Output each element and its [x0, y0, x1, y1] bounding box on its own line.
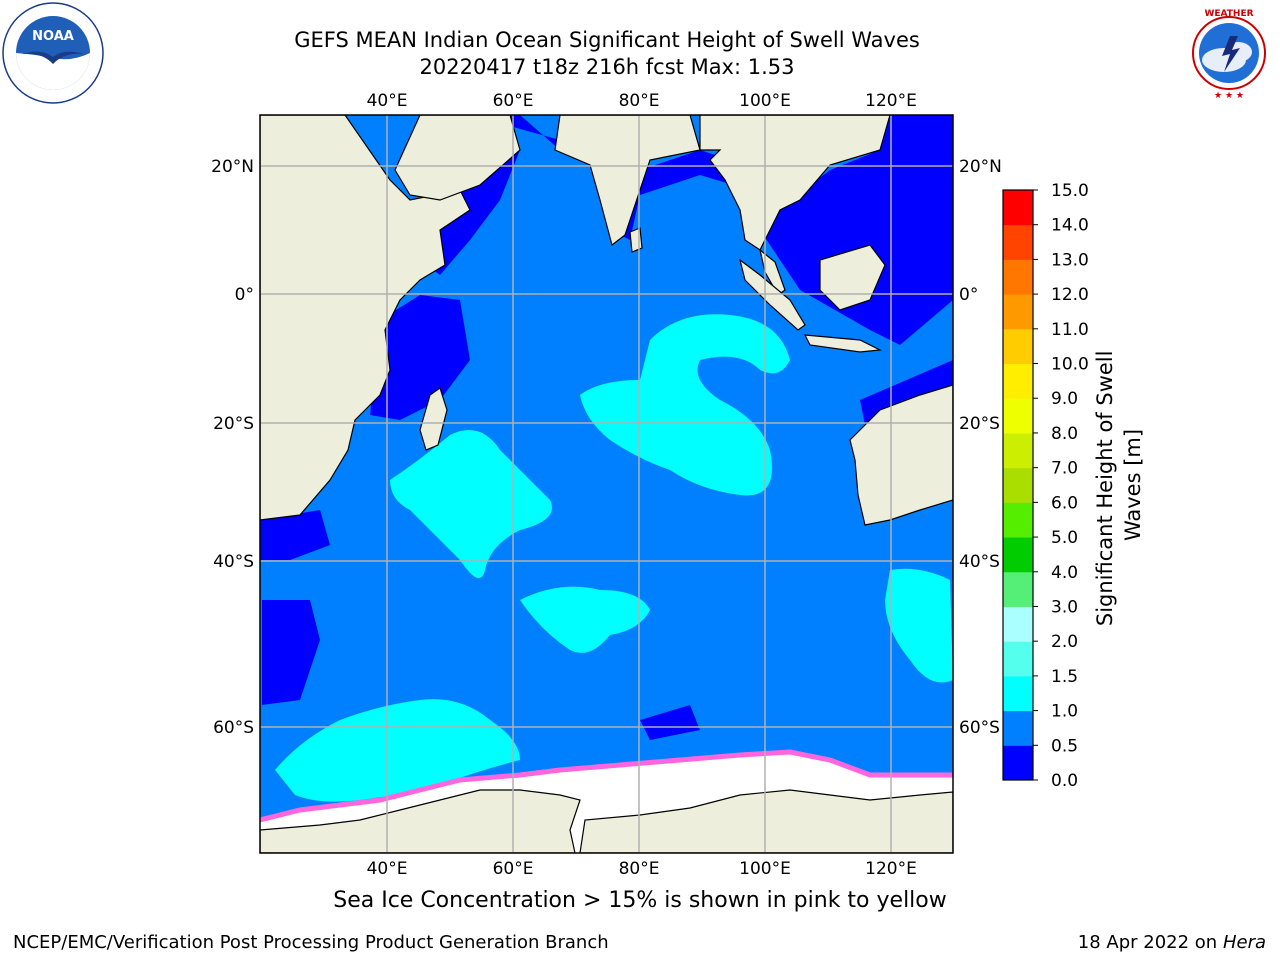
colorbar-frame — [1002, 189, 1034, 781]
colorbar-segment — [1003, 363, 1033, 399]
colorbar-ticks: 0.0 0.5 1.0 1.5 2.0 3.0 4.0 5.0 6.0 7.0 8.0 9.0 10.0… — [1033, 181, 1089, 791]
lat-tick-right: 40°S — [959, 552, 1000, 572]
lon-tick-bottom: 120°E — [865, 859, 917, 879]
lat-tick-left: 0° — [235, 285, 254, 305]
australia — [849, 384, 953, 526]
colorbar-segment — [1003, 224, 1033, 260]
lon-tick-bottom: 100°E — [739, 859, 791, 879]
colorbar-tick-label: 3.0 — [1051, 597, 1078, 617]
sea-ice-note: Sea Ice Concentration > 15% is shown in … — [333, 888, 947, 913]
map-frame — [259, 114, 954, 854]
lat-tick-right: 0° — [959, 285, 978, 305]
map-title: GEFS MEAN Indian Ocean Significant Heigh… — [294, 28, 920, 52]
svg-text:★ ★ ★: ★ ★ ★ — [1214, 91, 1244, 101]
colorbar-segment — [1003, 571, 1033, 607]
landmasses — [260, 115, 953, 853]
noaa-logo-text: NOAA — [32, 29, 74, 44]
lon-tick-bottom: 40°E — [367, 859, 408, 879]
lon-tick-top: 100°E — [739, 91, 791, 111]
colorbar-segment — [1003, 606, 1033, 642]
lon-tick-top: 80°E — [619, 91, 660, 111]
lon-tick-bottom: 80°E — [619, 859, 660, 879]
sri-lanka — [629, 227, 643, 253]
colorbar-tick-label: 0.5 — [1051, 736, 1078, 756]
nws-logo: WEATHER ★ ★ ★ — [1179, 3, 1279, 103]
lat-tick-left: 60°S — [213, 718, 254, 738]
footer-host: Hera — [1222, 932, 1266, 953]
lat-tick-right: 60°S — [959, 718, 1000, 738]
colorbar-tick-label: 10.0 — [1051, 355, 1089, 375]
africa — [260, 115, 471, 521]
colorbar-tick-label: 12.0 — [1051, 285, 1089, 305]
colorbar-tick-label: 7.0 — [1051, 459, 1078, 479]
lat-tick-left: 20°S — [213, 414, 254, 434]
colorbar-segment — [1003, 467, 1033, 503]
colorbar-segment — [1003, 398, 1033, 434]
colorbar-tick-label: 4.0 — [1051, 563, 1078, 583]
java — [803, 334, 883, 353]
colorbar-tick-label: 2.0 — [1051, 632, 1078, 652]
lon-tick-bottom: 60°E — [493, 859, 534, 879]
antarctica-east — [579, 789, 953, 853]
antarctica-west — [260, 789, 581, 853]
colorbar-segment — [1003, 328, 1033, 365]
colorbar-tick-label: 0.0 — [1051, 771, 1078, 791]
colorbar-label-line2: Waves [m] — [1121, 429, 1145, 541]
colorbar-segment — [1003, 745, 1033, 781]
map-subtitle: 20220417 t18z 216h fcst Max: 1.53 — [419, 55, 795, 79]
footer-credit: NCEP/EMC/Verification Post Processing Pr… — [13, 932, 609, 953]
colorbar-label: Significant Height of Swell — [1093, 351, 1117, 627]
colorbar-tick-label: 14.0 — [1051, 216, 1089, 236]
lat-tick-right: 20°N — [959, 157, 1002, 177]
colorbar-tick-label: 1.0 — [1051, 702, 1078, 722]
colorbar-tick-label: 1.5 — [1051, 667, 1078, 687]
colorbar-segment — [1003, 294, 1033, 330]
colorbar-segment — [1003, 710, 1033, 746]
lon-tick-top: 40°E — [367, 91, 408, 111]
colorbar-tick-label: 13.0 — [1051, 250, 1089, 270]
lon-tick-top: 60°E — [493, 91, 534, 111]
colorbar-segment — [1003, 641, 1033, 677]
colorbar-tick-label: 6.0 — [1051, 493, 1078, 513]
colorbar-tick-label: 9.0 — [1051, 389, 1078, 409]
svg-text:WEATHER: WEATHER — [1204, 9, 1253, 19]
colorbar-segment — [1003, 259, 1033, 295]
madagascar — [419, 387, 448, 451]
graticule — [260, 115, 953, 853]
colorbar-segment — [1003, 537, 1033, 573]
lon-tick-top: 120°E — [865, 91, 917, 111]
footer-date-text: 18 Apr 2022 on — [1077, 932, 1223, 953]
colorbar-tick-label: 11.0 — [1051, 320, 1089, 340]
sea-ice-edge — [260, 749, 953, 823]
colorbar-tick-label: 8.0 — [1051, 424, 1078, 444]
lat-tick-left: 40°S — [213, 552, 254, 572]
colorbar-segment — [1003, 502, 1033, 538]
footer-date: 18 Apr 2022 on Hera — [1078, 932, 1266, 953]
colorbar — [1003, 190, 1033, 781]
lat-tick-right: 20°S — [959, 414, 1000, 434]
noaa-logo: NOAA — [2, 2, 104, 104]
svg-text:Significant Height of Swell: Significant Height of Swell Waves [m] — [1093, 344, 1145, 626]
colorbar-segment — [1003, 190, 1033, 226]
colorbar-tick-label: 15.0 — [1051, 181, 1089, 201]
moderate-swell-regions — [275, 314, 953, 802]
colorbar-segment — [1003, 675, 1033, 712]
map-area — [260, 115, 953, 853]
lat-tick-left: 20°N — [211, 157, 254, 177]
colorbar-tick-label: 5.0 — [1051, 528, 1078, 548]
colorbar-segment — [1003, 432, 1033, 469]
arabia — [394, 115, 521, 201]
india — [554, 115, 701, 247]
